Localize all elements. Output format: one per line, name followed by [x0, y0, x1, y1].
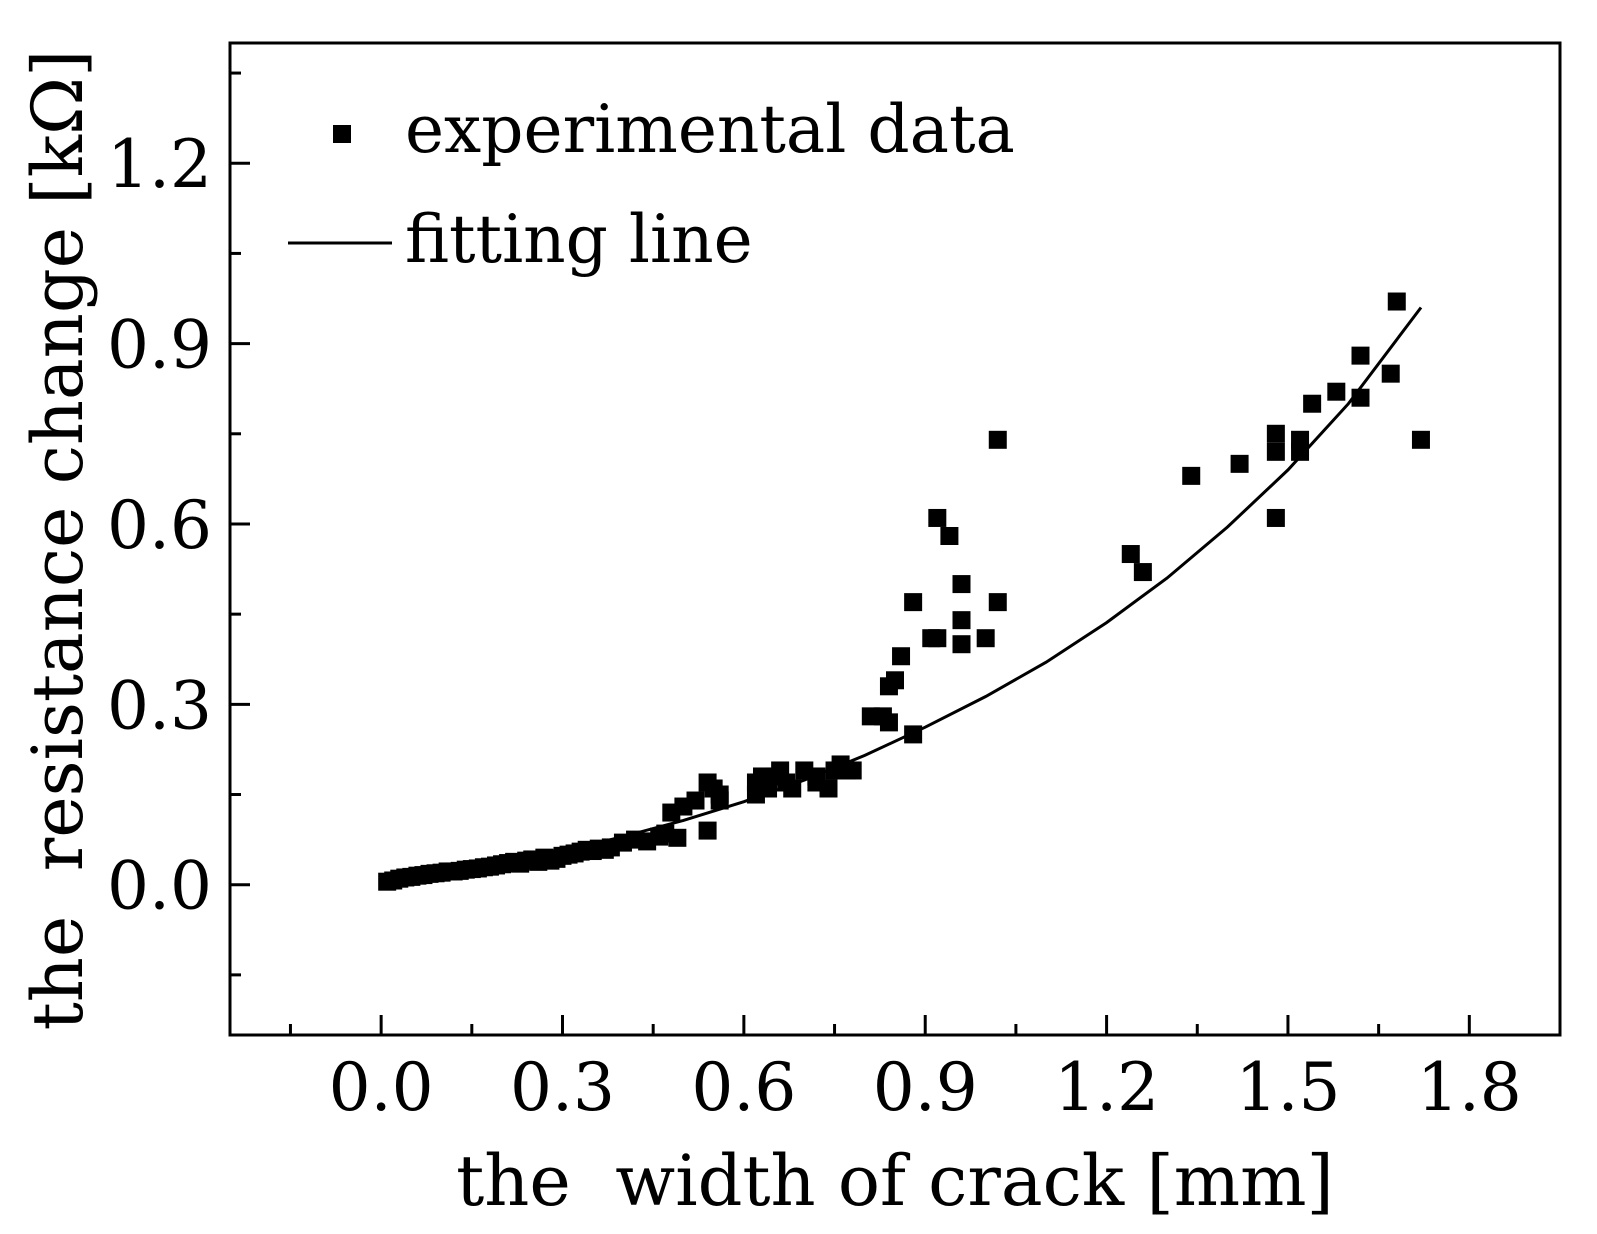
- data-point: [928, 629, 947, 648]
- data-point: [1381, 364, 1400, 383]
- data-point: [1303, 394, 1322, 413]
- fitting-line: [380, 306, 1423, 887]
- data-point: [904, 593, 923, 612]
- y-tick-label: 0.3: [107, 667, 212, 744]
- data-point: [879, 713, 898, 732]
- data-point: [783, 779, 802, 798]
- data-point: [988, 593, 1007, 612]
- x-tick-label: 0.0: [329, 1049, 434, 1126]
- y-tick-label: 0.9: [107, 307, 212, 384]
- x-axis-label: the width of crack [mm]: [456, 1140, 1334, 1222]
- data-point: [843, 761, 862, 780]
- x-axis-ticks: 0.0 0.3 0.6 0.9 1.2 1.5 1.8: [288, 1015, 1522, 1126]
- data-point: [928, 508, 947, 527]
- data-point: [686, 791, 705, 810]
- data-point: [1230, 454, 1249, 473]
- data-point: [710, 791, 729, 810]
- data-point: [819, 779, 838, 798]
- legend-marker-experimental-data: [333, 125, 351, 143]
- x-tick-label: 0.9: [873, 1049, 978, 1126]
- data-point: [976, 629, 995, 648]
- y-tick-label: 1.2: [107, 126, 212, 203]
- data-point: [892, 647, 911, 666]
- legend-label-fitting-line: fitting line: [405, 201, 753, 278]
- data-point: [988, 430, 1007, 449]
- x-tick-label: 0.6: [691, 1049, 796, 1126]
- data-point: [1121, 545, 1140, 564]
- x-tick-label: 1.8: [1417, 1049, 1522, 1126]
- x-tick-label: 1.5: [1235, 1049, 1340, 1126]
- data-point: [1133, 563, 1152, 582]
- data-point: [1182, 466, 1201, 485]
- data-point: [668, 828, 687, 847]
- data-point: [1266, 508, 1285, 527]
- data-point: [886, 671, 904, 690]
- data-point: [952, 611, 971, 630]
- data-point: [940, 526, 959, 545]
- x-tick-label: 1.2: [1054, 1049, 1159, 1126]
- y-axis-ticks: 0.0 0.3 0.6 0.9 1.2: [107, 71, 250, 977]
- data-point: [952, 575, 971, 594]
- legend: experimental data fitting line: [288, 91, 1015, 278]
- data-point: [698, 821, 717, 840]
- y-axis-label: the resistance change [kΩ]: [17, 50, 99, 1031]
- data-point: [1327, 382, 1346, 401]
- data-point: [1266, 424, 1285, 443]
- data-point: [1266, 442, 1285, 461]
- y-tick-label: 0.0: [107, 848, 212, 925]
- data-point: [1351, 346, 1370, 365]
- data-point: [904, 725, 923, 744]
- data-point: [952, 635, 971, 654]
- data-point: [1291, 430, 1310, 449]
- plot-frame: [228, 41, 1562, 1037]
- data-point: [1351, 388, 1370, 407]
- legend-label-experimental-data: experimental data: [405, 91, 1015, 168]
- y-tick-label: 0.6: [107, 487, 212, 564]
- data-point: [1411, 430, 1430, 449]
- x-tick-label: 0.3: [510, 1049, 615, 1126]
- experimental-data-markers: [378, 292, 1430, 891]
- data-point: [1387, 292, 1406, 311]
